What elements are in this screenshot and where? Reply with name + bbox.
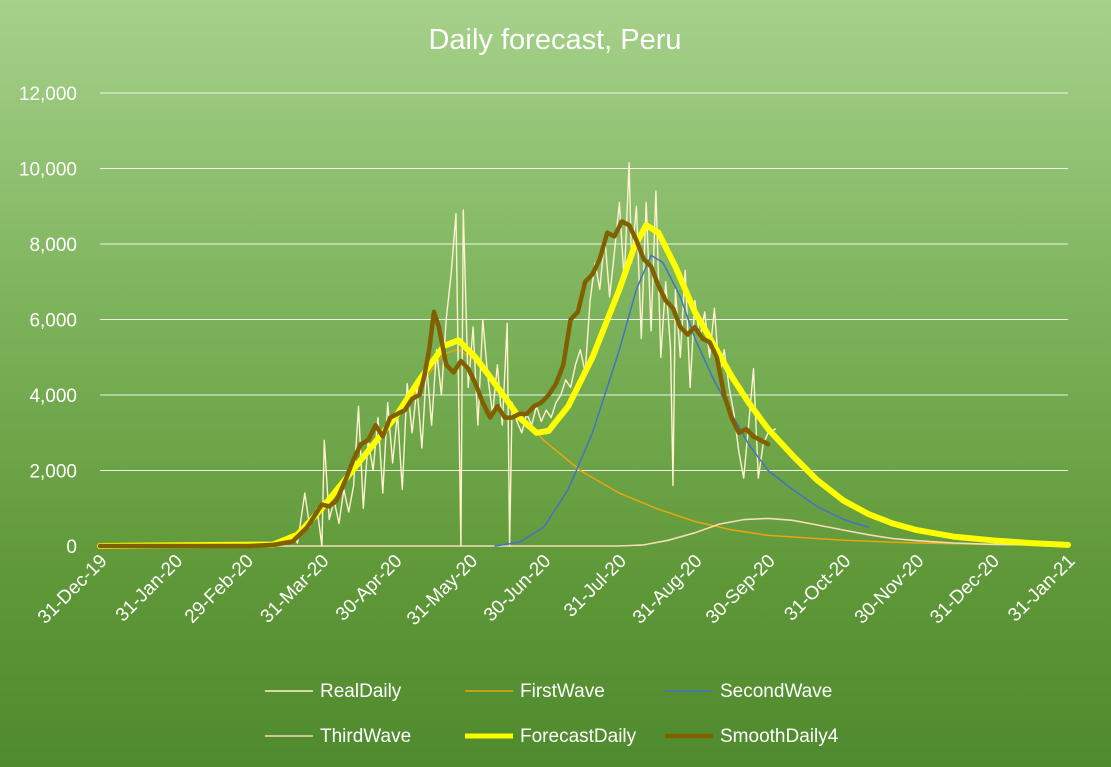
series-layer (97, 162, 1071, 549)
series-line-thirdwave (99, 517, 1069, 547)
legend-label: RealDaily (320, 681, 402, 702)
x-tick-label: 31-May-20 (403, 551, 482, 630)
legend-label: ThirdWave (320, 726, 411, 747)
x-axis-tick-labels: 31-Dec-19 31-Jan-2029-Feb-2031-Mar-2030-A… (34, 551, 1080, 630)
x-tick-label: 31-Jan-21 (1004, 551, 1079, 626)
y-tick-label: 10,000 (19, 160, 77, 181)
y-tick-label: 2,000 (29, 462, 77, 483)
x-tick-label: 31-Oct-20 (781, 551, 856, 626)
x-tick-label: 30-Nov-20 (851, 551, 929, 629)
legend-label: SmoothDaily4 (720, 726, 839, 747)
series-line-smoothdaily4 (97, 219, 771, 549)
x-tick-label: 30-Jun-20 (480, 551, 555, 626)
y-tick-label: 8,000 (29, 235, 77, 256)
chart-title: Daily forecast, Peru (428, 24, 681, 56)
x-tick-label: 31-Mar-20 (257, 551, 334, 628)
x-tick-label: 31-Dec-19 (34, 551, 112, 629)
legend-item: ThirdWave (265, 726, 411, 747)
legend: RealDaily FirstWave SecondWave ThirdWave For… (265, 681, 839, 747)
legend-item: FirstWave (465, 681, 605, 702)
legend-item: ForecastDaily (465, 726, 637, 747)
x-tick-label: 31-Dec-20 (926, 551, 1004, 629)
series-line-secondwave (494, 254, 869, 547)
x-tick-label: 30-Sep-20 (702, 551, 780, 629)
legend-item: RealDaily (265, 681, 402, 702)
y-tick-label: 4,000 (29, 386, 77, 407)
legend-item: SecondWave (665, 681, 832, 702)
x-tick-label: 30-Apr-20 (332, 551, 407, 626)
legend-label: SecondWave (720, 681, 832, 702)
legend-label: ForecastDaily (520, 726, 637, 747)
gridlines (100, 92, 1068, 471)
x-tick-label: 29-Feb-20 (181, 551, 258, 628)
x-tick-label: 31-Jan-20 (112, 551, 187, 626)
y-tick-label: 12,000 (19, 84, 77, 105)
legend-label: FirstWave (520, 681, 605, 702)
y-axis-tick-labels: 0 2,000 4,000 6,000 8,000 10,000 12,000 (19, 84, 77, 558)
series-line-forecastdaily (97, 222, 1071, 549)
x-tick-label: 31-Aug-20 (629, 551, 707, 629)
legend-item: SmoothDaily4 (665, 726, 839, 747)
x-tick-label: 31-Jul-20 (560, 551, 631, 622)
y-tick-label: 0 (66, 537, 77, 558)
y-tick-label: 6,000 (29, 311, 77, 332)
